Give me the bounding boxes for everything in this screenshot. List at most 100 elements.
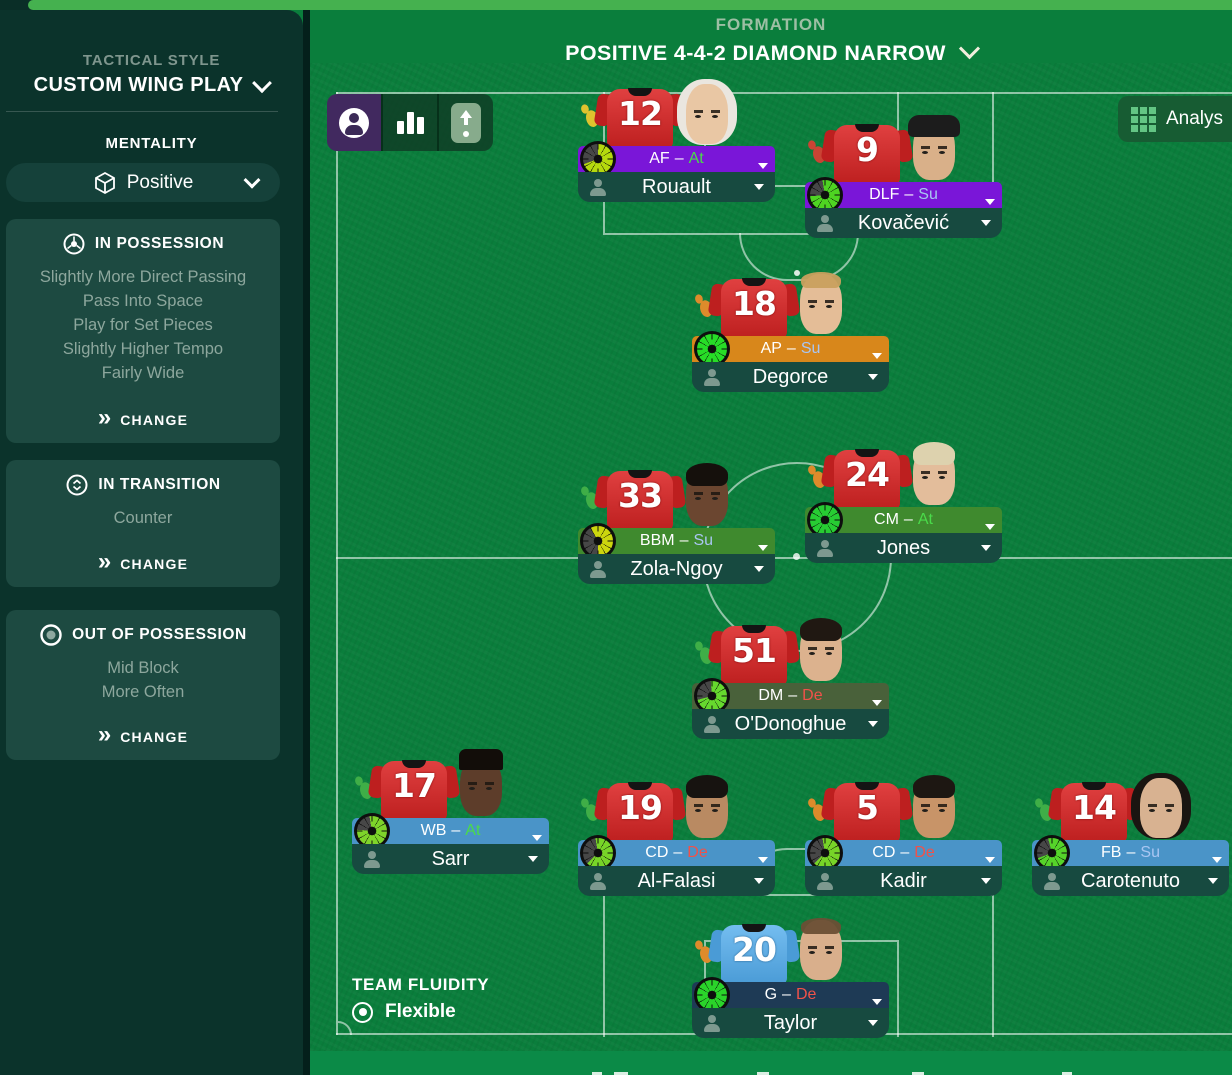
person-icon	[703, 1014, 721, 1032]
chevron-down-icon	[958, 38, 980, 60]
player-view-button[interactable]	[327, 94, 381, 151]
role-dropdown[interactable]: AP – Su	[692, 331, 889, 367]
double-chevron-icon: »	[97, 548, 112, 575]
chevron-down-icon	[758, 163, 768, 169]
instruction-line: Pass Into Space	[82, 292, 204, 310]
toolbar-divider	[381, 94, 383, 151]
formation-label: FORMATION	[715, 15, 827, 34]
jersey: 17	[367, 757, 461, 821]
pitch-goal-line-top	[336, 92, 1232, 94]
bottom-bar	[310, 1051, 1232, 1075]
role-duty-label: AP – Su	[760, 340, 821, 357]
pitch-orientation-button[interactable]	[439, 94, 493, 151]
player-name-dropdown[interactable]: Jones	[805, 533, 1002, 563]
jersey-collar	[742, 278, 766, 286]
in-transition-instructions: Counter	[6, 506, 280, 530]
player-face	[788, 915, 854, 985]
divider	[6, 111, 278, 112]
player-name-dropdown[interactable]: O'Donoghue	[692, 709, 889, 739]
jersey-collar	[855, 782, 879, 790]
instruction-line: Counter	[113, 509, 173, 527]
jersey-collar	[628, 470, 652, 478]
player-name-dropdown[interactable]: Al-Falasi	[578, 866, 775, 896]
role-dropdown[interactable]: DM – De	[692, 678, 889, 714]
toolbar-divider	[437, 94, 439, 151]
jersey-collar	[1082, 782, 1106, 790]
role-duty-label: DM – De	[758, 687, 823, 704]
pitch-centre-spot	[793, 553, 800, 560]
role-dropdown[interactable]: G – De	[692, 977, 889, 1013]
player-name: Degorce	[752, 365, 829, 388]
pitch-view-toolbar	[327, 94, 493, 151]
instruction-line: Play for Set Pieces	[73, 316, 213, 334]
in-possession-change-button[interactable]: » CHANGE	[97, 404, 189, 431]
role-dropdown[interactable]: CD – De	[805, 835, 1002, 871]
player-face	[788, 269, 854, 339]
double-chevron-icon: »	[97, 404, 112, 431]
jersey-collar	[855, 449, 879, 457]
chevron-down-icon	[985, 857, 995, 863]
tactics-sidebar: TACTICAL STYLE CUSTOM WING PLAY MENTALIT…	[0, 10, 303, 1075]
role-dropdown[interactable]: FB – Su	[1032, 835, 1229, 871]
pitch-sideline-left	[336, 92, 338, 1035]
football-filled-icon	[40, 624, 62, 646]
jersey: 18	[707, 275, 801, 339]
hair	[686, 775, 728, 798]
chevron-down-icon	[872, 700, 882, 706]
jersey-collar	[628, 782, 652, 790]
player-name-dropdown[interactable]: Sarr	[352, 844, 549, 874]
player-name-dropdown[interactable]: Degorce	[692, 362, 889, 392]
hair	[913, 775, 955, 798]
instruction-line: More Often	[101, 683, 185, 701]
hair	[908, 115, 960, 137]
jersey: 51	[707, 622, 801, 686]
chevron-down-icon	[252, 72, 273, 93]
chevron-down-icon	[532, 835, 542, 841]
cut-off-text	[912, 1072, 924, 1075]
tactical-style-dropdown[interactable]: CUSTOM WING PLAY	[0, 72, 303, 97]
role-dropdown[interactable]: AF – At	[578, 141, 775, 177]
analysis-button[interactable]: Analys	[1118, 96, 1232, 142]
role-dropdown[interactable]: WB – At	[352, 813, 549, 849]
person-icon	[816, 214, 834, 232]
instruction-line: Slightly More Direct Passing	[39, 268, 247, 286]
jersey: 33	[593, 467, 687, 531]
pitch-penalty-spot-top	[794, 270, 800, 276]
out-of-possession-instructions: Mid Block More Often	[6, 656, 280, 704]
formation-dropdown[interactable]: POSITIVE 4-4-2 DIAMOND NARROW	[310, 38, 1232, 66]
football-icon	[63, 233, 85, 255]
role-duty-label: WB – At	[420, 822, 481, 839]
target-icon	[352, 1001, 373, 1023]
role-dropdown[interactable]: CM – At	[805, 502, 1002, 538]
player-name-dropdown[interactable]: Kadir	[805, 866, 1002, 896]
cut-off-text	[614, 1072, 628, 1075]
chevron-down-icon	[754, 878, 764, 884]
player-name-dropdown[interactable]: Zola-Ngoy	[578, 554, 775, 584]
out-of-possession-change-button[interactable]: » CHANGE	[97, 721, 189, 748]
bar-chart-icon	[396, 111, 424, 134]
player-name-dropdown[interactable]: Taylor	[692, 1008, 889, 1038]
player-name-dropdown[interactable]: Kovačević	[805, 208, 1002, 238]
chevron-down-icon	[758, 857, 768, 863]
instruction-line: Slightly Higher Tempo	[62, 340, 224, 358]
player-name: Rouault	[642, 175, 711, 198]
role-duty-label: DLF – Su	[869, 186, 938, 203]
mentality-dropdown[interactable]: Positive	[6, 163, 280, 202]
person-icon	[703, 715, 721, 733]
cut-off-text	[757, 1072, 769, 1075]
player-name-dropdown[interactable]: Rouault	[578, 172, 775, 202]
jersey-collar	[742, 924, 766, 932]
hair	[801, 918, 841, 934]
tactical-style-label: TACTICAL STYLE	[82, 52, 221, 69]
player-name-dropdown[interactable]: Carotenuto	[1032, 866, 1229, 896]
jersey-collar	[628, 88, 652, 96]
instruction-line: Fairly Wide	[101, 364, 185, 382]
person-icon	[589, 178, 607, 196]
stats-view-button[interactable]	[383, 94, 437, 151]
cut-off-text	[1062, 1072, 1072, 1075]
in-transition-change-button[interactable]: » CHANGE	[97, 548, 189, 575]
role-dropdown[interactable]: DLF – Su	[805, 177, 1002, 213]
role-dropdown[interactable]: CD – De	[578, 835, 775, 871]
person-icon	[816, 872, 834, 890]
role-dropdown[interactable]: BBM – Su	[578, 523, 775, 559]
